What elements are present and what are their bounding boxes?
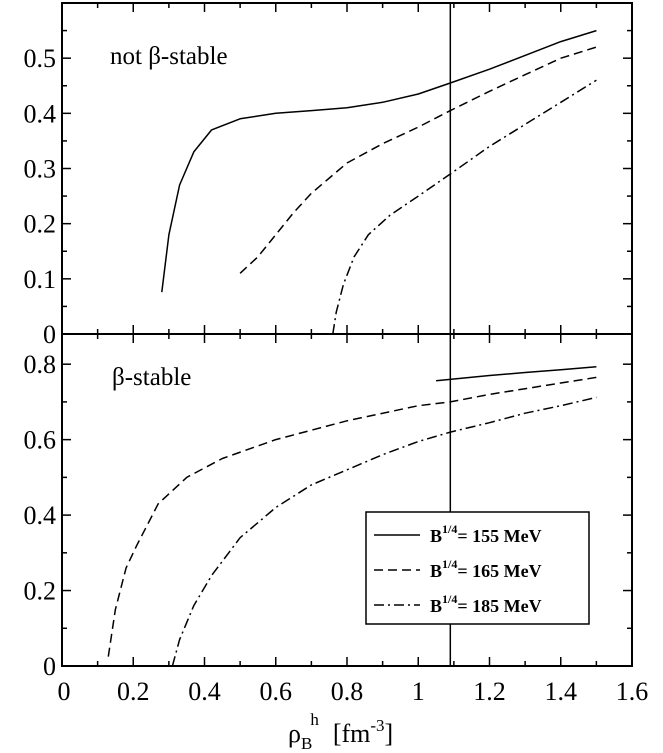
bottom-panel-label: β-stable xyxy=(112,364,191,391)
bottom-series-dashed xyxy=(107,376,597,657)
top-y-tick-label: 0.2 xyxy=(24,210,57,239)
bottom-y-tick-label: 0.2 xyxy=(24,577,57,606)
x-tick-label: 1.6 xyxy=(616,677,649,706)
x-tick-label: 1 xyxy=(412,677,425,706)
bottom-series-solid xyxy=(436,366,597,382)
bottom-y-tick-label: 0 xyxy=(43,652,56,681)
top-panel-label: not β-stable xyxy=(110,43,228,70)
x-tick-label: 0.6 xyxy=(260,677,293,706)
legend-entry-185: B1/4= 185 MeV xyxy=(430,592,542,616)
x-tick-label: 0 xyxy=(58,677,71,706)
x-tick-label: 1.4 xyxy=(545,677,578,706)
top-series-dashed xyxy=(239,46,597,274)
x-axis-label: ρBh [fm-3] xyxy=(288,710,393,753)
top-series-solid xyxy=(161,29,597,293)
top-y-tick-label: 0.4 xyxy=(24,99,57,128)
top-y-tick-label: 0.1 xyxy=(24,265,57,294)
top-y-tick-label: 0.3 xyxy=(24,155,57,184)
bottom-y-tick-label: 0.8 xyxy=(24,350,57,379)
x-tick-label: 0.4 xyxy=(188,677,221,706)
legend: B1/4= 155 MeV B1/4= 165 MeV B1/4= 185 Me… xyxy=(365,511,590,625)
top-y-tick-label: 0.5 xyxy=(24,44,57,73)
panel-beta-stable: 0 0.2 0.4 0.6 0.8 0 0.2 0.4 0.6 0.8 1 1.2 1.4 1.6 β-st… xyxy=(24,333,649,706)
panel-not-beta-stable: 0 0.1 0.2 0.3 0.4 0.5 not β-stable xyxy=(24,2,633,349)
x-tick-label: 0.2 xyxy=(117,677,150,706)
legend-entry-155: B1/4= 155 MeV xyxy=(430,522,542,546)
bottom-series-dashdot xyxy=(171,396,597,667)
legend-entry-165: B1/4= 165 MeV xyxy=(430,557,542,581)
x-tick-label: 0.8 xyxy=(331,677,364,706)
bottom-y-tick-label: 0.6 xyxy=(24,426,57,455)
top-y-tick-label: 0 xyxy=(43,320,56,349)
x-tick-label: 1.2 xyxy=(473,677,506,706)
bottom-y-tick-label: 0.4 xyxy=(24,501,57,530)
top-series-dashdot xyxy=(332,79,597,335)
